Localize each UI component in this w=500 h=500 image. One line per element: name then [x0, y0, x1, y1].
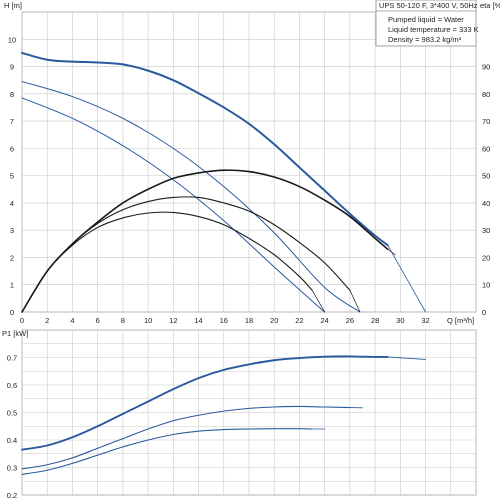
efficiency-tick-label: 20: [482, 253, 490, 262]
flow-tick-label: 2: [45, 316, 49, 325]
efficiency-curve: [21, 196, 351, 313]
head-tick-label: 1: [10, 281, 14, 290]
head-efficiency-curves: [21, 51, 426, 313]
power-axis-label: P1 [kW]: [2, 329, 28, 338]
flow-tick-labels: 0 2 4 6 8 10 12 14 16 18 20 22 24 26 28 30 32: [20, 316, 430, 325]
info-line-density: Density = 983.2 kg/m³: [388, 35, 462, 44]
flow-tick-label: 10: [144, 316, 152, 325]
head-tick-label: 2: [10, 253, 14, 262]
power-curve: [21, 428, 313, 475]
power-tick-labels: 0.2 0.3 0.4 0.5 0.6 0.7: [7, 354, 17, 500]
info-line-liquid: Pumped liquid = Water: [388, 15, 464, 24]
efficiency-tick-label: 80: [482, 90, 490, 99]
power-curve: [21, 355, 389, 451]
head-tick-label: 3: [10, 226, 14, 235]
power-curves: [21, 355, 426, 475]
head-tick-label: 8: [10, 90, 14, 99]
flow-tick-label: 32: [421, 316, 429, 325]
info-box-frame: [375, 0, 477, 47]
head-tick-label: 5: [10, 172, 14, 181]
flow-tick-label: 20: [270, 316, 278, 325]
efficiency-curve: [311, 289, 326, 313]
efficiency-tick-label: 60: [482, 144, 490, 153]
efficiency-curve: [21, 211, 313, 313]
flow-tick-label: 30: [396, 316, 404, 325]
power-panel: 0.2 0.3 0.4 0.5 0.6 0.7 P1 [kW]: [2, 329, 477, 500]
efficiency-tick-labels: 0 10 20 30 40 50 60 70 80 90: [482, 63, 490, 317]
head-curve: [387, 244, 426, 313]
flow-tick-label: 16: [220, 316, 228, 325]
power-tick-label: 0.2: [7, 491, 17, 500]
head-tick-labels: 0 1 2 3 4 5 6 7 8 9 10: [8, 35, 16, 317]
efficiency-tick-label: 50: [482, 172, 490, 181]
head-tick-label: 4: [10, 199, 14, 208]
pump-title: UPS 50-120 F, 3*400 V, 50Hz: [379, 1, 478, 10]
head-tick-label: 10: [8, 35, 16, 44]
power-tick-label: 0.4: [7, 436, 17, 445]
flow-tick-label: 0: [20, 316, 24, 325]
efficiency-tick-label: 30: [482, 226, 490, 235]
flow-tick-label: 12: [169, 316, 177, 325]
power-curve: [21, 405, 351, 470]
flow-tick-label: 28: [371, 316, 379, 325]
head-axis-label: H [m]: [4, 1, 22, 10]
head-tick-label: 0: [10, 308, 14, 317]
head-curve: [21, 97, 326, 313]
head-tick-label: 9: [10, 63, 14, 72]
power-tick-label: 0.6: [7, 381, 17, 390]
efficiency-curve: [387, 248, 396, 256]
head-efficiency-grid: [21, 11, 477, 313]
flow-tick-label: 26: [346, 316, 354, 325]
efficiency-tick-label: 0: [482, 308, 486, 317]
efficiency-tick-label: 70: [482, 117, 490, 126]
flow-tick-label: 6: [96, 316, 100, 325]
flow-tick-label: 18: [245, 316, 253, 325]
flow-tick-label: 8: [121, 316, 125, 325]
pump-info-box: UPS 50-120 F, 3*400 V, 50Hz Pumped liqui…: [375, 0, 479, 47]
efficiency-tick-label: 90: [482, 63, 490, 72]
efficiency-tick-label: 40: [482, 199, 490, 208]
head-tick-label: 6: [10, 144, 14, 153]
flow-tick-label: 22: [295, 316, 303, 325]
power-tick-label: 0.5: [7, 409, 17, 418]
flow-axis-label: Q [m³/h]: [447, 316, 474, 325]
efficiency-tick-label: 10: [482, 281, 490, 290]
efficiency-curve: [349, 289, 361, 313]
power-grid: [21, 329, 477, 496]
flow-tick-label: 24: [320, 316, 328, 325]
head-tick-label: 7: [10, 117, 14, 126]
efficiency-axis-label: eta [%]: [480, 1, 500, 10]
power-tick-label: 0.3: [7, 464, 17, 473]
head-curve: [21, 51, 389, 247]
power-tick-label: 0.7: [7, 354, 17, 363]
flow-tick-label: 4: [70, 316, 74, 325]
info-line-temperature: Liquid temperature = 333 K: [388, 25, 479, 34]
flow-tick-label: 14: [194, 316, 202, 325]
power-curve: [387, 356, 426, 360]
